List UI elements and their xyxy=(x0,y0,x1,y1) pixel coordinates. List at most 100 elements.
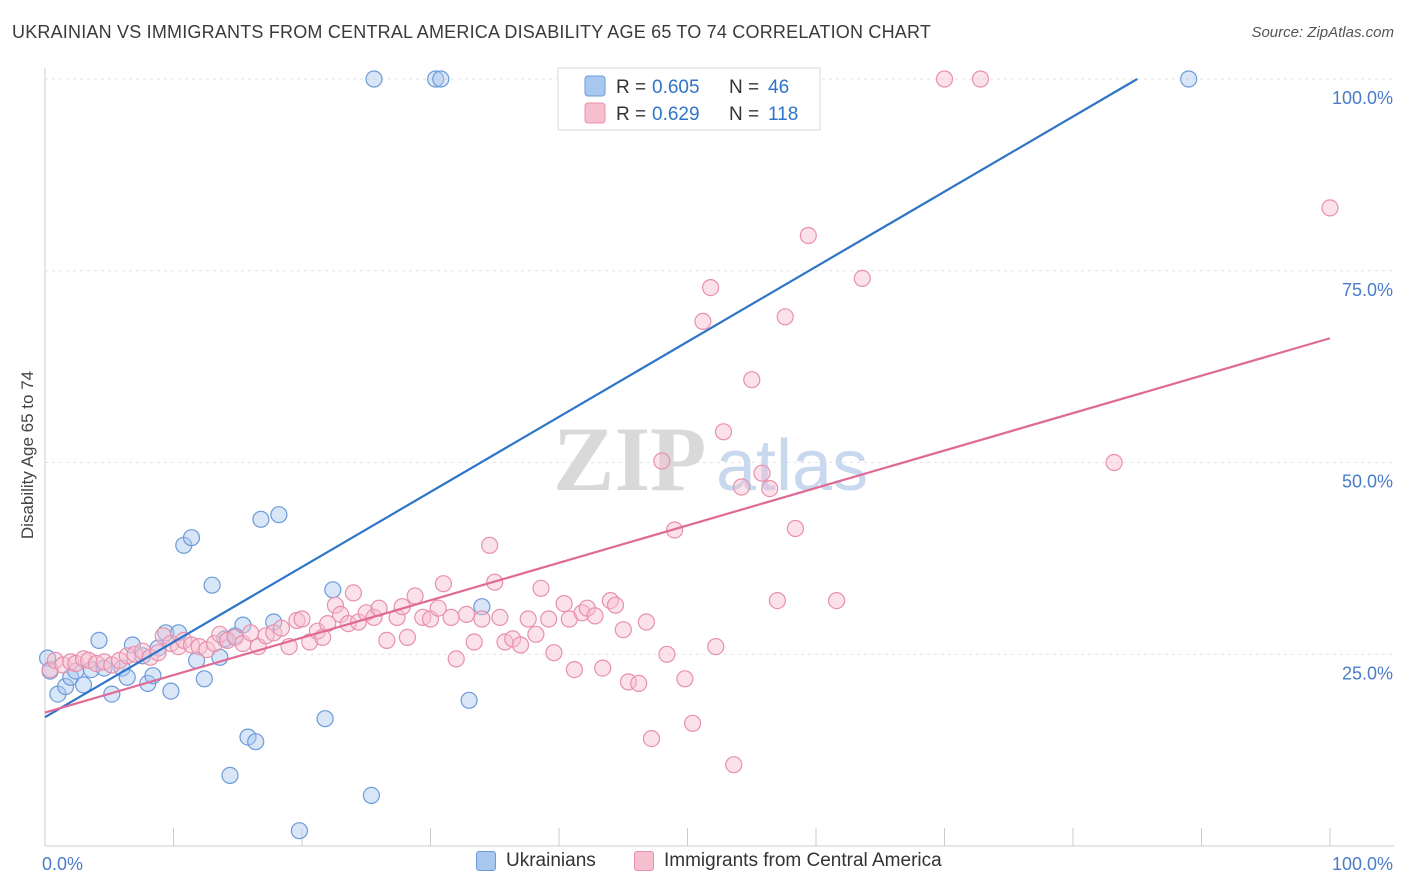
point-series0-44 xyxy=(473,598,491,616)
point-series1-55 xyxy=(429,599,447,617)
trend-line-series1 xyxy=(44,337,1331,714)
point-series0-18 xyxy=(157,624,175,642)
stats-n-value-0: 46 xyxy=(768,77,789,98)
point-series1-104 xyxy=(799,226,817,245)
point-series0-8 xyxy=(90,631,108,650)
point-series1-107 xyxy=(935,70,954,88)
point-series0-33 xyxy=(252,510,270,528)
point-series1-78 xyxy=(586,607,604,625)
point-series0-25 xyxy=(203,576,221,594)
point-series1-93 xyxy=(701,279,720,297)
legend-item-immigrants[interactable]: Immigrants from Central America xyxy=(634,850,942,872)
point-series0-38 xyxy=(324,581,342,599)
watermark-zip: ZIP xyxy=(553,408,706,510)
stats-r-value-1: 0.629 xyxy=(652,104,700,125)
point-series0-35 xyxy=(270,506,288,524)
stats-swatch-ukrainians xyxy=(584,75,606,97)
point-series1-96 xyxy=(725,756,743,774)
x-tick-label-max: 100.0% xyxy=(1332,854,1393,874)
series-legend: Ukrainians Immigrants from Central Ameri… xyxy=(0,850,1406,880)
point-series0-45 xyxy=(1180,70,1198,88)
point-series1-69 xyxy=(527,625,545,643)
point-series1-102 xyxy=(776,308,794,326)
point-series1-101 xyxy=(768,591,787,610)
stats-r-label-0: R = xyxy=(616,77,646,98)
point-series0-39 xyxy=(362,786,380,805)
point-series0-40 xyxy=(365,70,383,88)
point-series1-67 xyxy=(511,636,530,654)
point-series0-42 xyxy=(432,70,450,88)
stats-n-label-1: N = xyxy=(729,104,759,125)
point-series1-85 xyxy=(637,613,656,631)
watermark-atlas: atlas xyxy=(716,426,868,506)
point-series1-68 xyxy=(519,610,537,628)
point-series1-62 xyxy=(481,536,499,554)
point-series1-48 xyxy=(378,631,396,650)
point-series1-87 xyxy=(653,452,671,470)
point-series1-58 xyxy=(447,650,465,668)
point-series1-52 xyxy=(406,587,424,605)
point-series1-76 xyxy=(573,604,591,622)
y-tick-label-1: 50.0% xyxy=(1342,472,1393,492)
point-series1-64 xyxy=(491,608,509,627)
point-series1-81 xyxy=(606,596,625,614)
legend-swatch-ukrainians xyxy=(476,851,496,871)
point-series1-0 xyxy=(41,660,59,679)
y-axis-label: Disability Age 65 to 74 xyxy=(18,371,37,539)
point-series1-84 xyxy=(630,674,648,693)
point-series1-94 xyxy=(707,637,725,656)
stats-n-value-1: 118 xyxy=(768,104,798,125)
point-series1-79 xyxy=(594,659,612,677)
point-series1-56 xyxy=(434,575,452,593)
point-series1-103 xyxy=(786,519,805,538)
point-series1-88 xyxy=(658,645,676,663)
x-tick-label-min: 0.0% xyxy=(42,854,83,874)
point-series1-98 xyxy=(743,371,761,389)
point-series1-92 xyxy=(694,312,712,330)
point-series1-73 xyxy=(555,594,573,613)
point-series1-105 xyxy=(827,591,846,610)
point-series1-109 xyxy=(1105,453,1123,472)
y-tick-label-2: 75.0% xyxy=(1342,280,1393,300)
point-series0-43 xyxy=(460,691,478,709)
point-series1-70 xyxy=(532,579,550,597)
point-series0-41 xyxy=(427,70,445,88)
data-points xyxy=(38,70,1339,840)
point-series0-28 xyxy=(221,766,239,785)
chart-title: UKRAINIAN VS IMMIGRANTS FROM CENTRAL AME… xyxy=(12,22,932,42)
stats-n-label-0: N = xyxy=(729,77,759,98)
point-series1-95 xyxy=(714,423,733,441)
legend-label-immigrants: Immigrants from Central America xyxy=(664,850,942,871)
source-label: Source: ZipAtlas.com xyxy=(1251,24,1394,41)
point-series1-57 xyxy=(442,608,460,627)
point-series1-100 xyxy=(761,480,779,498)
legend-item-ukrainians[interactable]: Ukrainians xyxy=(476,850,596,872)
point-series1-91 xyxy=(683,714,702,732)
point-series1-90 xyxy=(676,670,694,688)
point-series0-37 xyxy=(316,710,334,728)
point-series1-51 xyxy=(398,628,416,647)
point-series1-32 xyxy=(272,619,290,637)
point-series0-36 xyxy=(290,822,308,840)
stats-legend: R = 0.605 N = 46 R = 0.629 N = 118 xyxy=(557,67,821,131)
trend-line-series0 xyxy=(44,78,1138,719)
point-series1-75 xyxy=(565,660,584,679)
stats-r-label-1: R = xyxy=(616,104,646,125)
point-series0-22 xyxy=(182,529,201,547)
trend-lines xyxy=(44,78,1331,719)
point-series1-71 xyxy=(540,610,558,628)
point-series0-19 xyxy=(162,682,180,700)
point-series1-39 xyxy=(319,614,337,633)
stats-swatch-immigrants xyxy=(584,102,606,124)
point-series1-99 xyxy=(753,464,771,482)
point-series0-32 xyxy=(247,733,265,751)
watermark: ZIP atlas xyxy=(553,408,868,510)
y-tick-label-3: 100.0% xyxy=(1332,88,1393,108)
point-series1-80 xyxy=(601,591,620,610)
point-series1-106 xyxy=(853,269,871,287)
y-tick-label-0: 25.0% xyxy=(1342,663,1393,683)
point-series1-59 xyxy=(457,605,476,624)
tick-labels: 25.0% 50.0% 75.0% 100.0% 0.0% 100.0% xyxy=(42,88,1393,874)
stats-r-value-0: 0.605 xyxy=(652,77,700,98)
